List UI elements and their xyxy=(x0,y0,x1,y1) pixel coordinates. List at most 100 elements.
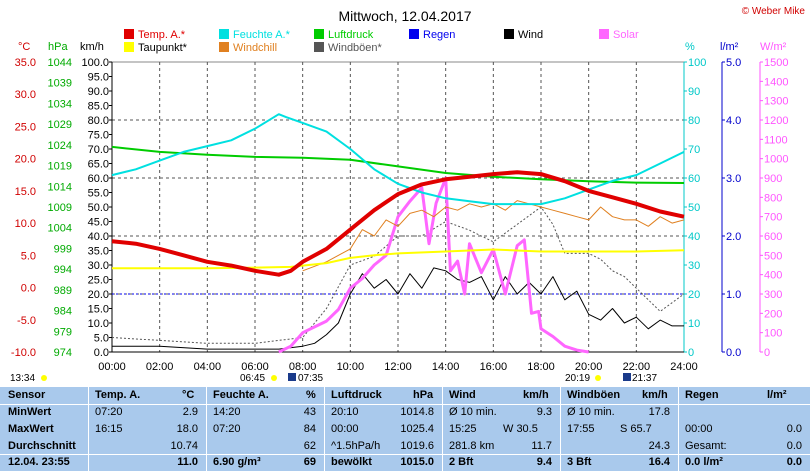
wind-unit: km/h xyxy=(80,41,104,53)
series-windchill xyxy=(302,200,685,272)
solar-unit: W/m² xyxy=(760,41,787,53)
table-cell-p_val: 1015.0 xyxy=(400,456,434,468)
temp-tick-label: -5.0 xyxy=(17,315,36,327)
table-cell-t_val: 10.74 xyxy=(170,440,198,452)
hum-tick-label: 20 xyxy=(688,289,700,301)
table-cell-r_val: 0.0 xyxy=(786,423,802,435)
x-tick-label: 18:00 xyxy=(527,361,555,373)
hdr-wind-unit: km/h xyxy=(523,389,549,401)
table-cell-g_b: S 65.7 xyxy=(620,423,652,435)
wind-tick-label: 15.0 xyxy=(88,304,109,316)
hum-tick-label: 0 xyxy=(688,347,694,359)
legend-swatch xyxy=(219,42,229,52)
x-tick-label: 04:00 xyxy=(194,361,222,373)
press-tick-label: 1019 xyxy=(48,161,72,173)
table-cell-r_val: 0.0 xyxy=(786,456,802,468)
table-cell-w_a: 2 Bft xyxy=(449,456,474,468)
temp-tick-label: 10.0 xyxy=(15,218,36,230)
moonrise-icon xyxy=(288,373,296,381)
press-tick-label: 979 xyxy=(54,326,72,338)
wind-tick-label: 30.0 xyxy=(88,260,109,272)
hdr-hum: Feuchte A. xyxy=(213,389,269,401)
solar-tick-label: 100 xyxy=(764,328,782,340)
press-tick-label: 989 xyxy=(54,285,72,297)
hum-tick-label: 70 xyxy=(688,144,700,156)
rain-tick-label: 2.0 xyxy=(726,231,741,243)
x-tick-label: 16:00 xyxy=(480,361,508,373)
press-tick-label: 999 xyxy=(54,243,72,255)
x-tick-label: 08:00 xyxy=(289,361,317,373)
temp-tick-label: -10.0 xyxy=(11,347,36,359)
press-tick-label: 1009 xyxy=(48,202,72,214)
legend-swatch xyxy=(124,29,134,39)
series-luftdruck xyxy=(111,145,685,184)
press-tick-label: 1029 xyxy=(48,119,72,131)
solar-tick-label: 1000 xyxy=(764,154,788,166)
temp-unit: °C xyxy=(18,41,30,53)
table-cell-g_val: 24.3 xyxy=(648,440,670,452)
moonset-icon xyxy=(623,373,631,381)
table-cell-w_a: 15:25 xyxy=(449,423,477,435)
table-cell-t_val: 11.0 xyxy=(177,456,198,468)
press-tick-label: 1044 xyxy=(48,57,72,69)
wind-tick-label: 90.0 xyxy=(88,86,109,98)
hum-tick-label: 50 xyxy=(688,202,700,214)
legend-swatch xyxy=(504,29,514,39)
wind-tick-label: 60.0 xyxy=(88,173,109,185)
wind-tick-label: 55.0 xyxy=(88,188,109,200)
hdr-hum-unit: % xyxy=(306,389,316,401)
table-cell-label: MinWert xyxy=(8,406,52,418)
rain-tick-label: 3.0 xyxy=(726,173,741,185)
solar-tick-label: 500 xyxy=(764,250,782,262)
table-cell-r_a: 0.0 l/m² xyxy=(685,456,723,468)
x-tick-label: 10:00 xyxy=(337,361,365,373)
temp-tick-label: 35.0 xyxy=(15,57,36,69)
table-cell-w_val: 11.7 xyxy=(531,440,552,452)
hum-tick-label: 40 xyxy=(688,231,700,243)
series-wind xyxy=(112,267,684,350)
hdr-press-unit: hPa xyxy=(413,389,434,401)
table-cell-p_val: 1025.4 xyxy=(400,423,434,435)
temp-tick-label: 5.0 xyxy=(21,250,36,262)
table-cell-h_val: 43 xyxy=(303,406,316,418)
hdr-gust: Windböen xyxy=(567,389,621,401)
legend: Temp. A.* Feuchte A.* Luftdruck Regen Wind So… xyxy=(124,29,639,54)
x-tick-label: 12:00 xyxy=(384,361,412,373)
solar-tick-label: 600 xyxy=(764,231,782,243)
wind-tick-label: 5.0 xyxy=(94,333,109,345)
rain-unit: l/m² xyxy=(720,41,739,53)
table-cell-g_a: 17:55 xyxy=(567,423,595,435)
sunrise-icon xyxy=(271,375,277,381)
hdr-temp: Temp. A. xyxy=(95,389,141,401)
hdr-temp-unit: °C xyxy=(182,389,195,401)
wind-tick-label: 40.0 xyxy=(88,231,109,243)
wind-tick-label: 35.0 xyxy=(88,246,109,258)
table-cell-h_time: 14:20 xyxy=(213,406,241,418)
table-cell-w_a: Ø 10 min. xyxy=(449,406,497,418)
legend-label: Windböen* xyxy=(328,42,383,54)
table-cell-h_val: 84 xyxy=(303,423,316,435)
legend-swatch xyxy=(219,29,229,39)
table-cell-label: Durchschnitt xyxy=(8,440,76,452)
hdr-wind: Wind xyxy=(449,389,476,401)
press-tick-label: 1004 xyxy=(48,223,72,235)
table-cell-w_b: W 30.5 xyxy=(503,423,538,435)
wind-tick-label: 0.0 xyxy=(94,347,109,359)
hum-tick-label: 80 xyxy=(688,115,700,127)
series-solar xyxy=(278,176,589,354)
table-cell-h_time: 07:20 xyxy=(213,423,241,435)
hdr-sensor: Sensor xyxy=(8,389,46,401)
table-cell-p_val: 1019.6 xyxy=(400,440,434,452)
wind-tick-label: 95.0 xyxy=(88,72,109,84)
astro-status-row: 13:34 06:45 07:35 20:19 21:37 xyxy=(10,373,657,384)
solar-tick-label: 900 xyxy=(764,173,782,185)
table-cell-label: 12.04. 23:55 xyxy=(8,456,70,468)
axis-units: °C hPa km/h % l/m² W/m² xyxy=(18,41,787,53)
wind-tick-label: 85.0 xyxy=(88,101,109,113)
legend-swatch xyxy=(409,29,419,39)
x-tick-label: 00:00 xyxy=(98,361,126,373)
solar-tick-label: 200 xyxy=(764,308,782,320)
wind-tick-label: 65.0 xyxy=(88,159,109,171)
table-cell-g_val: 16.4 xyxy=(648,456,670,468)
sunset-time: 20:19 xyxy=(565,373,590,384)
